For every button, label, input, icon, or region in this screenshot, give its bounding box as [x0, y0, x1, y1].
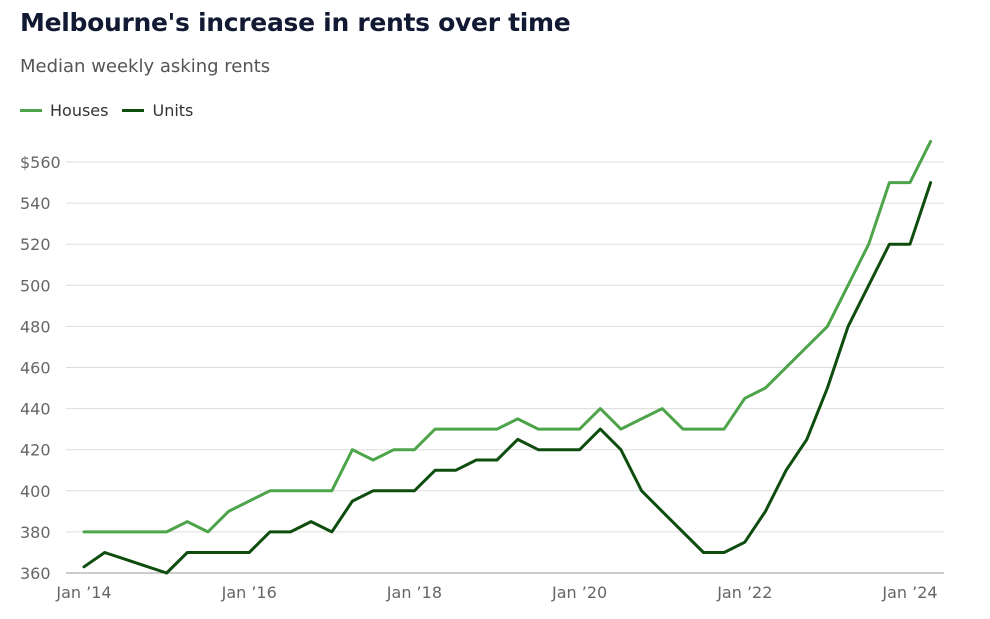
- y-tick-label: 540: [20, 194, 51, 213]
- y-tick-label: 380: [20, 523, 51, 542]
- series-line-units: [82, 181, 933, 575]
- chart-title: Melbourne's increase in rents over time: [20, 8, 571, 37]
- legend-label-units: Units: [152, 101, 194, 120]
- legend-label-houses: Houses: [50, 101, 109, 120]
- x-tick-label: Jan ’16: [221, 583, 277, 602]
- legend-swatch-units: [122, 109, 145, 112]
- y-tick-label: 520: [20, 235, 51, 254]
- y-tick-label: 420: [20, 441, 51, 460]
- chart-subtitle: Median weekly asking rents: [20, 56, 271, 77]
- legend-swatch-houses: [20, 109, 42, 112]
- series-lines: [82, 139, 933, 575]
- x-tick-label: Jan ’24: [881, 583, 937, 602]
- y-tick-label: $560: [20, 153, 61, 172]
- y-tick-label: 440: [20, 400, 51, 419]
- y-axis-labels: 360 380 400 420 440 460 480 500 520 540 $560: [20, 153, 61, 583]
- legend-item-units: Units: [122, 101, 193, 120]
- y-tick-label: 500: [20, 276, 51, 295]
- series-line-houses: [82, 139, 933, 534]
- legend: Houses Units: [20, 101, 207, 120]
- x-tick-label: Jan ’18: [386, 583, 442, 602]
- x-tick-label: Jan ’20: [551, 583, 607, 602]
- y-tick-label: 480: [20, 317, 51, 336]
- legend-item-houses: Houses: [20, 101, 108, 120]
- x-tick-label: Jan ’22: [716, 583, 772, 602]
- gridlines: [66, 161, 944, 574]
- y-tick-label: 400: [20, 482, 51, 501]
- y-tick-label: 460: [20, 359, 51, 378]
- y-tick-label: 360: [20, 564, 51, 583]
- x-tick-label: Jan ’14: [55, 583, 111, 602]
- x-axis-labels: Jan ’14 Jan ’16 Jan ’18 Jan ’20 Jan ’22 Jan ’…: [55, 583, 937, 602]
